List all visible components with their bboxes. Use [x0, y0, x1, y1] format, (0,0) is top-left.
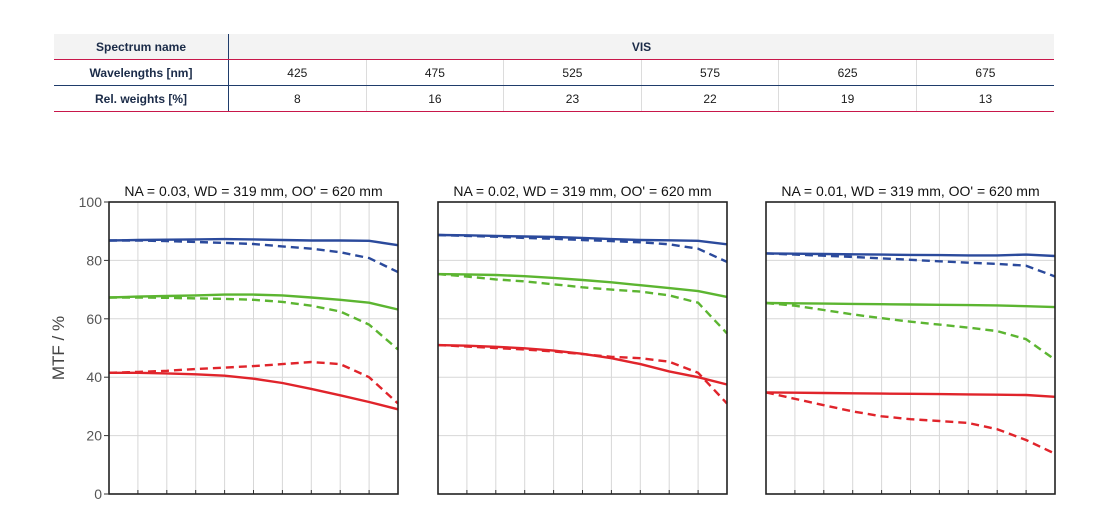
mtf-curve-dashed-blue [109, 239, 399, 274]
wavelength-cell: 525 [503, 59, 642, 86]
mtf-curve-solid-green [108, 293, 399, 311]
mtf-curve-dashed-blue [437, 233, 728, 263]
y-tick-label: 0 [94, 486, 102, 502]
mtf-curve-dashed-red [437, 343, 728, 405]
mtf-curve-dashed-green [765, 301, 1056, 361]
spectrum-name-row: Spectrum name VIS [54, 34, 1054, 60]
weight-cell: 19 [778, 85, 917, 112]
weight-cell: 16 [366, 85, 505, 112]
mtf-curve-solid-green [765, 301, 1056, 309]
mtf-curve-dashed-green [109, 296, 399, 351]
weights-header: Rel. weights [%] [54, 85, 229, 112]
wavelengths-row: Wavelengths [nm] 425 475 525 575 625 675 [54, 59, 1054, 86]
y-axis-label: MTF / % [49, 316, 68, 380]
weights-row: Rel. weights [%] 8 16 23 22 19 13 [54, 85, 1054, 112]
y-tick-label: 20 [86, 428, 102, 444]
mtf-curve-solid-blue [437, 233, 728, 246]
mtf-curve-dashed-red [108, 360, 399, 405]
weight-cell: 13 [916, 85, 1054, 112]
wavelength-cell: 625 [778, 59, 917, 86]
plot-frame [765, 201, 1056, 495]
weight-cell: 22 [641, 85, 780, 112]
y-tick-label: 40 [86, 369, 102, 385]
mtf-curve-solid-blue [765, 252, 1056, 258]
weight-cell: 8 [228, 85, 367, 112]
spectrum-name-header: Spectrum name [54, 34, 229, 60]
wavelength-cell: 675 [916, 59, 1054, 86]
y-tick-label: 60 [86, 311, 102, 327]
mtf-curve-solid-red [109, 371, 399, 411]
y-tick-label: 80 [86, 252, 102, 268]
y-tick-label: 100 [79, 194, 103, 210]
weight-cell: 23 [503, 85, 642, 112]
spectrum-table: Spectrum name VIS Wavelengths [nm] 425 4… [54, 34, 1054, 112]
plot-frame [108, 201, 399, 495]
mtf-curve-solid-blue [108, 237, 399, 247]
mtf-curve-solid-red [765, 391, 1056, 398]
mtf-curve-dashed-red [765, 391, 1056, 455]
mtf-curve-dashed-green [437, 272, 728, 335]
mtf-curve-dashed-blue [765, 252, 1056, 278]
wavelengths-header: Wavelengths [nm] [54, 59, 229, 86]
wavelength-cell: 425 [228, 59, 367, 86]
plot-frame [437, 201, 728, 495]
wavelength-cell: 475 [366, 59, 505, 86]
mtf-curve-solid-green [437, 272, 728, 299]
spectrum-name-value: VIS [228, 34, 1054, 60]
chart-title: NA = 0.03, WD = 319 mm, OO' = 620 mm [124, 183, 382, 199]
chart-title: NA = 0.01, WD = 319 mm, OO' = 620 mm [781, 183, 1039, 199]
wavelength-cell: 575 [641, 59, 780, 86]
chart-title: NA = 0.02, WD = 319 mm, OO' = 620 mm [453, 183, 711, 199]
